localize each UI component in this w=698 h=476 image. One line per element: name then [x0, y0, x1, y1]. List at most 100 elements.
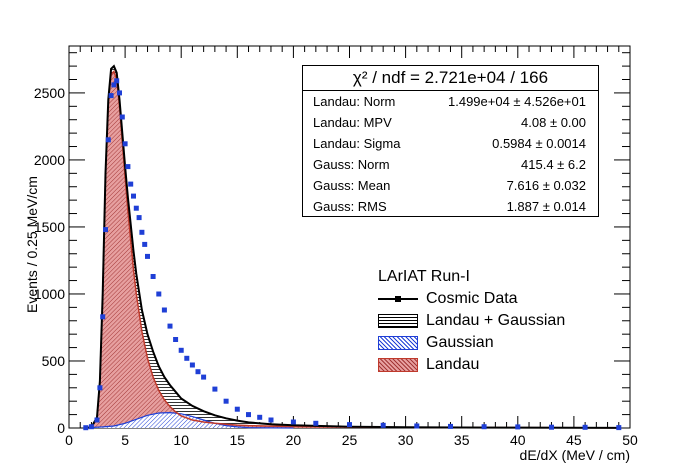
legend-entry-landau-gaussian: Landau + Gaussian	[378, 310, 598, 332]
y-tick-label: 1500	[34, 219, 65, 235]
data-point	[97, 385, 103, 391]
data-point	[201, 374, 207, 380]
stats-value: 1.499e+04 ± 4.526e+01	[448, 94, 586, 109]
data-point	[481, 424, 487, 430]
data-point	[223, 398, 229, 404]
legend: LArIAT Run-I Cosmic Data Landau + Gaussi…	[378, 266, 598, 376]
data-point	[167, 323, 173, 329]
data-point	[246, 412, 251, 418]
y-axis-label: Events / 0.25 MeV/cm	[24, 176, 40, 313]
x-tick-label: 40	[510, 432, 526, 448]
legend-label: Landau + Gaussian	[426, 312, 566, 329]
data-point	[212, 386, 218, 392]
data-point	[94, 417, 100, 423]
x-tick-label: 10	[173, 432, 189, 448]
gaussian-fill	[85, 412, 294, 428]
data-point	[150, 274, 156, 279]
data-point	[257, 414, 263, 420]
data-point	[290, 419, 296, 425]
data-point	[88, 424, 94, 430]
data-point	[131, 193, 136, 199]
data-point	[195, 369, 201, 375]
stats-row: Landau: Sigma 0.5984 ± 0.0014	[303, 133, 598, 154]
data-point	[145, 253, 150, 259]
legend-label: Gaussian	[426, 334, 494, 351]
data-point	[117, 90, 122, 96]
data-point	[133, 205, 139, 211]
stats-label: Gauss: RMS	[313, 199, 387, 214]
data-point	[616, 425, 622, 431]
x-tick-label: 35	[454, 432, 470, 448]
x-tick-label: 5	[121, 432, 129, 448]
gaussian-line	[85, 411, 294, 429]
legend-swatch-landau	[378, 358, 418, 372]
data-point	[347, 422, 352, 428]
data-point	[549, 424, 554, 430]
stats-value: 1.887 ± 0.014	[506, 199, 586, 214]
data-point	[515, 424, 521, 430]
data-point	[105, 137, 111, 143]
data-point	[156, 291, 162, 297]
legend-swatch-landau-gaussian	[378, 314, 418, 328]
y-tick-label: 2500	[34, 85, 65, 101]
data-point	[125, 164, 131, 170]
stats-value: 415.4 ± 6.2	[521, 157, 586, 172]
legend-swatch-data	[378, 292, 418, 306]
data-point	[111, 82, 117, 88]
data-point	[114, 78, 120, 84]
data-point	[582, 424, 588, 430]
data-point	[142, 241, 148, 247]
data-point	[119, 114, 125, 120]
x-tick-label: 50	[622, 432, 638, 448]
y-tick-label: 500	[42, 353, 66, 369]
data-point	[268, 417, 274, 423]
data-point	[448, 423, 453, 429]
axis-ticks	[68, 46, 631, 429]
data-point	[103, 227, 108, 233]
data-point	[184, 355, 190, 361]
legend-swatch-gaussian	[378, 336, 418, 350]
legend-entry-landau: Landau	[378, 354, 598, 376]
data-point	[380, 422, 386, 428]
data-point	[136, 215, 142, 221]
stats-title: χ² / ndf = 2.721e+04 / 166	[303, 66, 598, 91]
stats-value: 7.616 ± 0.032	[506, 178, 586, 193]
x-axis-label: dE/dX (MeV / cm)	[520, 447, 630, 463]
stats-label: Landau: Norm	[313, 94, 396, 109]
data-point	[83, 425, 89, 431]
legend-entry-gaussian: Gaussian	[378, 332, 598, 354]
stats-row: Gauss: Mean 7.616 ± 0.032	[303, 175, 598, 196]
data-point	[414, 423, 420, 429]
x-tick-label: 45	[566, 432, 582, 448]
stats-row: Gauss: Norm 415.4 ± 6.2	[303, 154, 598, 175]
data-point	[108, 93, 114, 99]
data-point	[234, 406, 240, 412]
x-tick-label: 25	[342, 432, 358, 448]
legend-header: LArIAT Run-I	[378, 268, 470, 285]
fit-stats-box: χ² / ndf = 2.721e+04 / 166 Landau: Norm 1…	[302, 65, 599, 217]
x-tick-labels: 0 5 10 15 20 25 30 35 40 45 50	[65, 432, 638, 448]
data-point	[139, 229, 145, 235]
x-tick-label: 0	[65, 432, 73, 448]
legend-label: Landau	[426, 356, 480, 373]
stats-row: Gauss: RMS 1.887 ± 0.014	[303, 196, 598, 217]
x-tick-label: 30	[398, 432, 414, 448]
data-point	[100, 314, 106, 320]
y-tick-labels: 0 500 1000 1500 2000 2500	[34, 85, 65, 436]
x-tick-label: 15	[230, 432, 246, 448]
data-point	[178, 347, 184, 353]
data-point	[161, 307, 167, 313]
stats-label: Landau: MPV	[313, 115, 392, 130]
data-point	[122, 141, 128, 147]
data-point	[313, 420, 319, 426]
landau-gaussian-line	[85, 64, 619, 429]
legend-entry-cosmic-data: Cosmic Data	[378, 288, 598, 310]
x-tick-label: 20	[286, 432, 302, 448]
landau-fill	[85, 71, 619, 428]
legend-label: Cosmic Data	[426, 290, 518, 307]
data-points-layer	[83, 78, 622, 431]
data-point	[189, 362, 195, 368]
data-point	[173, 337, 179, 342]
stats-row: Landau: MPV 4.08 ± 0.00	[303, 112, 598, 133]
